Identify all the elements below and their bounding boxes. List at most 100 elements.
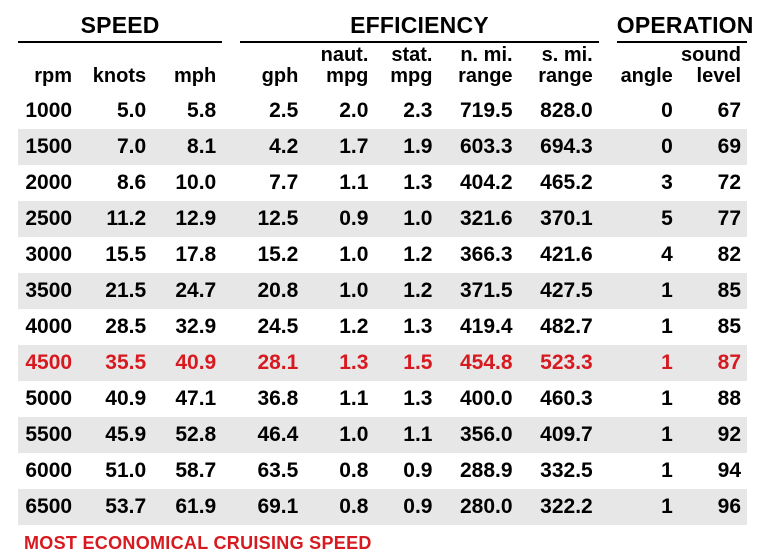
table-cell: 482.7 [519, 309, 599, 345]
column-header: n. mi.range [438, 42, 518, 93]
table-cell: 21.5 [78, 273, 152, 309]
table-cell: 47.1 [152, 381, 222, 417]
table-cell: 10.0 [152, 165, 222, 201]
column-header-line2: rpm [34, 65, 72, 87]
cell-spacer [599, 309, 617, 345]
table-cell: 24.5 [240, 309, 304, 345]
sub-header-row: rpmknotsmphgphnaut.mpgstat.mpgn. mi.rang… [18, 42, 747, 93]
table-cell: 96 [679, 489, 747, 525]
table-row: 15007.08.14.21.71.9603.3694.3069 [18, 129, 747, 165]
table-row: 650053.761.969.10.80.9280.0322.2196 [18, 489, 747, 525]
group-header: SPEED [18, 8, 222, 42]
column-header-line1: naut. [321, 44, 369, 66]
table-cell: 1.0 [374, 201, 438, 237]
cell-spacer [222, 129, 240, 165]
table-cell: 51.0 [78, 453, 152, 489]
table-cell: 36.8 [240, 381, 304, 417]
cell-spacer [599, 93, 617, 129]
cell-spacer [222, 93, 240, 129]
table-cell: 24.7 [152, 273, 222, 309]
table-cell: 8.6 [78, 165, 152, 201]
table-cell: 1 [617, 381, 679, 417]
table-cell: 88 [679, 381, 747, 417]
table-cell: 427.5 [519, 273, 599, 309]
table-cell: 1 [617, 273, 679, 309]
table-cell: 280.0 [438, 489, 518, 525]
table-cell: 11.2 [78, 201, 152, 237]
table-cell: 45.9 [78, 417, 152, 453]
table-cell: 400.0 [438, 381, 518, 417]
table-cell: 69 [679, 129, 747, 165]
table-cell: 6000 [18, 453, 78, 489]
table-cell: 2500 [18, 201, 78, 237]
group-header: EFFICIENCY [240, 8, 598, 42]
table-cell: 3000 [18, 237, 78, 273]
table-cell: 1.0 [304, 273, 374, 309]
column-spacer [599, 42, 617, 93]
table-cell: 3500 [18, 273, 78, 309]
table-cell: 1.0 [304, 417, 374, 453]
table-cell: 1.0 [304, 237, 374, 273]
column-spacer [599, 8, 617, 42]
table-cell: 0.9 [374, 489, 438, 525]
table-cell: 28.5 [78, 309, 152, 345]
table-cell: 1 [617, 345, 679, 381]
table-cell: 2.5 [240, 93, 304, 129]
group-header-row: SPEEDEFFICIENCYOPERATION [18, 8, 747, 42]
table-row: 550045.952.846.41.01.1356.0409.7192 [18, 417, 747, 453]
table-cell: 85 [679, 273, 747, 309]
table-cell: 1500 [18, 129, 78, 165]
table-row: 500040.947.136.81.11.3400.0460.3188 [18, 381, 747, 417]
table-cell: 61.9 [152, 489, 222, 525]
table-cell: 0.8 [304, 489, 374, 525]
table-cell: 1.2 [374, 237, 438, 273]
column-header-line2: mph [174, 65, 216, 87]
table-head: SPEEDEFFICIENCYOPERATION rpmknotsmphgphn… [18, 8, 747, 93]
table-cell: 1.3 [374, 165, 438, 201]
column-header: angle [617, 42, 679, 93]
performance-table-container: SPEEDEFFICIENCYOPERATION rpmknotsmphgphn… [0, 0, 765, 554]
column-header: mph [152, 42, 222, 93]
table-cell: 46.4 [240, 417, 304, 453]
table-cell: 419.4 [438, 309, 518, 345]
cell-spacer [599, 165, 617, 201]
table-cell: 72 [679, 165, 747, 201]
table-cell: 87 [679, 345, 747, 381]
table-row: 400028.532.924.51.21.3419.4482.7185 [18, 309, 747, 345]
table-cell: 1.2 [374, 273, 438, 309]
table-cell: 421.6 [519, 237, 599, 273]
table-cell: 1.1 [304, 165, 374, 201]
table-cell: 0.9 [374, 453, 438, 489]
table-cell: 40.9 [152, 345, 222, 381]
column-header-line1: s. mi. [542, 44, 593, 66]
table-cell: 828.0 [519, 93, 599, 129]
table-cell: 1.3 [304, 345, 374, 381]
cell-spacer [222, 309, 240, 345]
cell-spacer [222, 273, 240, 309]
table-cell: 371.5 [438, 273, 518, 309]
table-cell: 6500 [18, 489, 78, 525]
cell-spacer [599, 273, 617, 309]
table-cell: 366.3 [438, 237, 518, 273]
table-cell: 12.5 [240, 201, 304, 237]
cell-spacer [599, 201, 617, 237]
table-cell: 332.5 [519, 453, 599, 489]
cell-spacer [599, 345, 617, 381]
table-cell: 1.3 [374, 309, 438, 345]
cell-spacer [222, 453, 240, 489]
column-header-line1: n. mi. [460, 44, 512, 66]
table-cell: 28.1 [240, 345, 304, 381]
table-cell: 465.2 [519, 165, 599, 201]
table-cell: 1.1 [304, 381, 374, 417]
table-cell: 15.5 [78, 237, 152, 273]
table-cell: 409.7 [519, 417, 599, 453]
table-cell: 53.7 [78, 489, 152, 525]
cell-spacer [222, 237, 240, 273]
table-cell: 5500 [18, 417, 78, 453]
table-cell: 77 [679, 201, 747, 237]
table-cell: 0.8 [304, 453, 374, 489]
column-header: knots [78, 42, 152, 93]
cell-spacer [222, 201, 240, 237]
column-header: s. mi.range [519, 42, 599, 93]
table-cell: 2.3 [374, 93, 438, 129]
